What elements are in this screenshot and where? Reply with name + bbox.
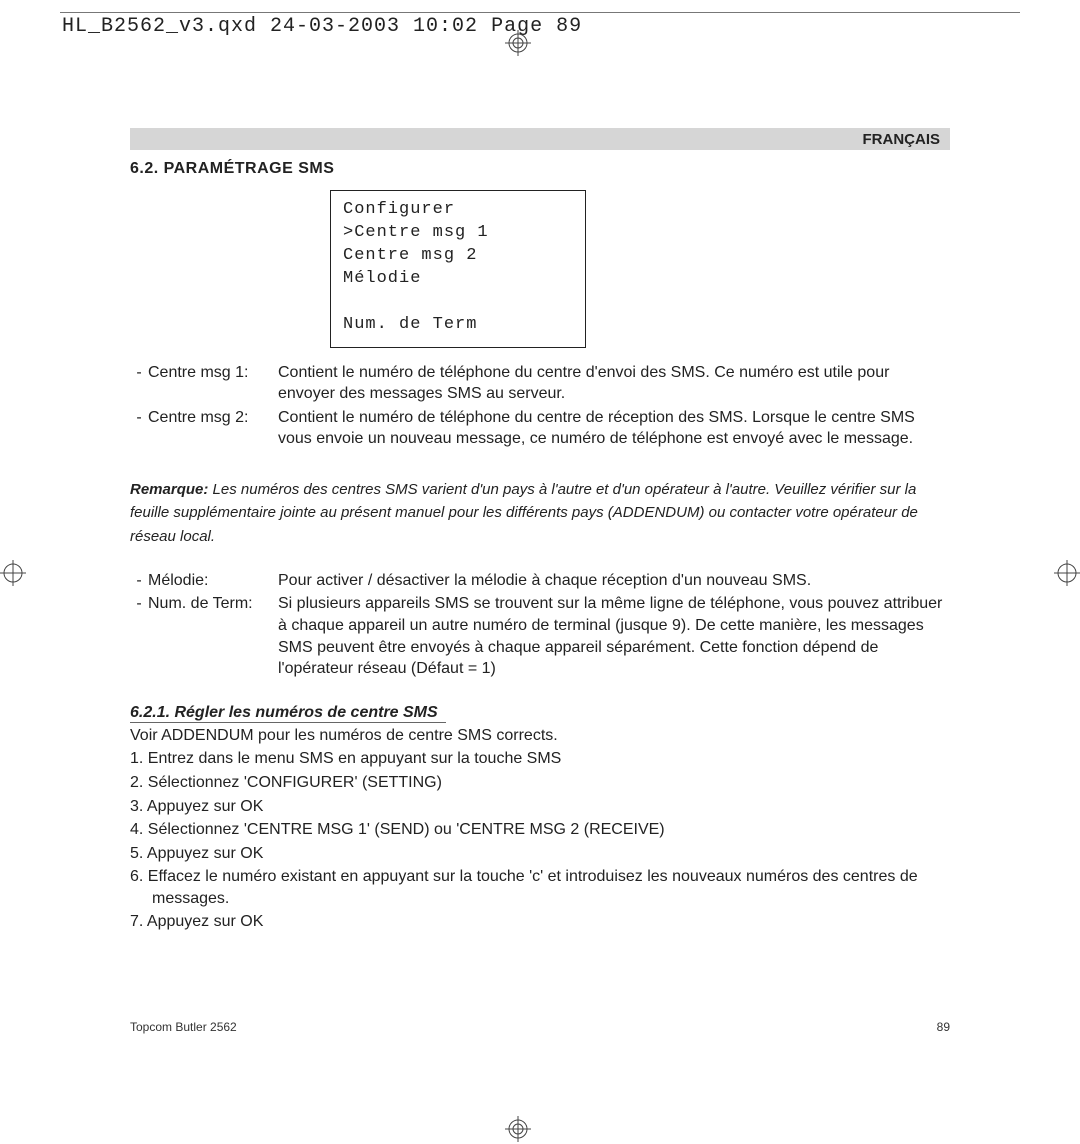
page: HL_B2562_v3.qxd 24-03-2003 10:02 Page 89… xyxy=(0,12,1080,1144)
content-area: FRANÇAIS 6.2. PARAMÉTRAGE SMS Configurer… xyxy=(130,128,950,933)
definition-row: - Centre msg 1: Contient le numéro de té… xyxy=(130,362,950,405)
definition-desc: Contient le numéro de téléphone du centr… xyxy=(278,362,950,405)
subsection-title: 6.2.1. Régler les numéros de centre SMS xyxy=(130,704,446,723)
step-item: 3. Appuyez sur OK xyxy=(130,796,950,818)
registration-mark-icon xyxy=(505,1116,531,1142)
print-slug: HL_B2562_v3.qxd 24-03-2003 10:02 Page 89 xyxy=(62,15,1080,38)
definition-key: Num. de Term: xyxy=(148,593,278,679)
bullet-dash: - xyxy=(130,407,148,450)
language-bar: FRANÇAIS xyxy=(130,128,950,150)
bullet-dash: - xyxy=(130,570,148,592)
step-item: 4. Sélectionnez 'CENTRE MSG 1' (SEND) ou… xyxy=(130,819,950,841)
remark-note: Remarque: Les numéros des centres SMS va… xyxy=(130,478,950,548)
page-footer: Topcom Butler 2562 89 xyxy=(130,1020,950,1034)
language-label: FRANÇAIS xyxy=(863,131,941,148)
display-line xyxy=(343,291,573,314)
display-line: Configurer xyxy=(343,199,573,222)
registration-mark-icon xyxy=(0,560,26,586)
definition-desc: Si plusieurs appareils SMS se trouvent s… xyxy=(278,593,950,679)
step-item: 7. Appuyez sur OK xyxy=(130,911,950,933)
definition-desc: Contient le numéro de téléphone du centr… xyxy=(278,407,950,450)
step-item: 2. Sélectionnez 'CONFIGURER' (SETTING) xyxy=(130,772,950,794)
section-title: 6.2. PARAMÉTRAGE SMS xyxy=(130,160,950,178)
lcd-display-box: Configurer >Centre msg 1 Centre msg 2 Mé… xyxy=(330,190,586,348)
definition-row: - Centre msg 2: Contient le numéro de té… xyxy=(130,407,950,450)
definition-key: Centre msg 2: xyxy=(148,407,278,450)
display-line: Mélodie xyxy=(343,268,573,291)
bullet-dash: - xyxy=(130,362,148,405)
display-line: Num. de Term xyxy=(343,314,573,337)
remark-label: Remarque: xyxy=(130,481,208,498)
addendum-note: Voir ADDENDUM pour les numéros de centre… xyxy=(130,725,950,747)
remark-text: Les numéros des centres SMS varient d'un… xyxy=(130,481,918,545)
display-line: >Centre msg 1 xyxy=(343,222,573,245)
definition-row: - Mélodie: Pour activer / désactiver la … xyxy=(130,570,950,592)
definition-row: - Num. de Term: Si plusieurs appareils S… xyxy=(130,593,950,679)
definition-key: Mélodie: xyxy=(148,570,278,592)
footer-product: Topcom Butler 2562 xyxy=(130,1020,237,1034)
definition-key: Centre msg 1: xyxy=(148,362,278,405)
header-rule xyxy=(60,12,1020,13)
step-item: 1. Entrez dans le menu SMS en appuyant s… xyxy=(130,748,950,770)
step-item: 5. Appuyez sur OK xyxy=(130,843,950,865)
bullet-dash: - xyxy=(130,593,148,679)
registration-mark-icon xyxy=(1054,560,1080,586)
definition-desc: Pour activer / désactiver la mélodie à c… xyxy=(278,570,950,592)
step-item: 6. Effacez le numéro existant en appuyan… xyxy=(130,866,950,909)
display-line: Centre msg 2 xyxy=(343,245,573,268)
footer-page-number: 89 xyxy=(937,1020,950,1034)
registration-mark-icon xyxy=(505,30,531,56)
